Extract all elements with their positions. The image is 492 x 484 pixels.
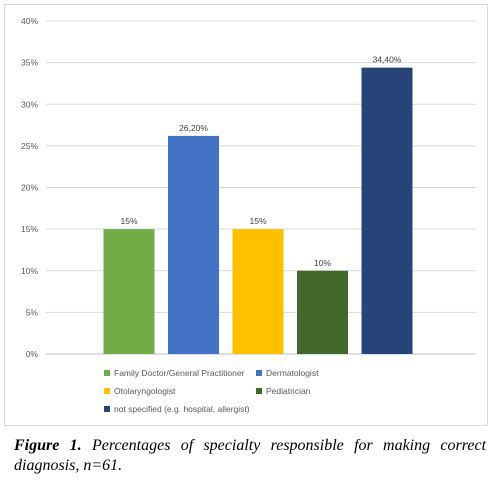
legend-item-family-doctor: Family Doctor/General Practitioner bbox=[104, 368, 244, 378]
legend-label-pediatrician: Pediatrician bbox=[266, 386, 311, 396]
y-tick-label: 0% bbox=[26, 349, 39, 359]
bar bbox=[168, 135, 219, 354]
figure-caption-label: Figure 1. bbox=[14, 437, 82, 454]
legend-label-dermatologist: Dermatologist bbox=[266, 368, 319, 378]
legend-item-pediatrician: Pediatrician bbox=[256, 386, 310, 396]
bar bbox=[297, 270, 348, 354]
legend-label-not-specified: not specified (e.g. hospital, allergist) bbox=[114, 404, 250, 414]
y-tick-label: 10% bbox=[21, 266, 38, 276]
legend-label-family-doctor: Family Doctor/General Practitioner bbox=[114, 368, 245, 378]
bar bbox=[361, 67, 413, 355]
legend-label-otolaryngologist: Otolaryngologist bbox=[114, 386, 176, 396]
y-tick-label: 40% bbox=[21, 16, 38, 26]
figure-caption: Figure 1. Percentages of specialty respo… bbox=[14, 436, 486, 476]
y-tick-label: 20% bbox=[21, 183, 38, 193]
legend-swatch-otolaryngologist bbox=[104, 388, 110, 394]
figure-caption-text: Percentages of specialty responsible for… bbox=[14, 437, 487, 474]
y-tick-label: 15% bbox=[21, 224, 38, 234]
bar bbox=[103, 229, 155, 354]
data-label: 26,20% bbox=[179, 123, 208, 133]
data-label: 15% bbox=[249, 216, 266, 226]
legend-item-dermatologist: Dermatologist bbox=[256, 368, 318, 378]
bar bbox=[232, 229, 284, 354]
legend-swatch-dermatologist bbox=[256, 370, 262, 376]
y-tick-label: 30% bbox=[21, 99, 38, 109]
data-label: 34,40% bbox=[373, 55, 402, 65]
legend-item-otolaryngologist: Otolaryngologist bbox=[104, 386, 175, 396]
legend-swatch-not-specified bbox=[104, 406, 110, 412]
data-label: 10% bbox=[314, 258, 331, 268]
legend-swatch-pediatrician bbox=[256, 388, 262, 394]
data-label: 15% bbox=[120, 216, 137, 226]
y-tick-label: 5% bbox=[26, 307, 39, 317]
y-tick-label: 35% bbox=[21, 58, 38, 68]
legend-swatch-family-doctor bbox=[104, 370, 110, 376]
y-tick-label: 25% bbox=[21, 141, 38, 151]
legend-item-not-specified: not specified (e.g. hospital, allergist) bbox=[104, 404, 250, 414]
